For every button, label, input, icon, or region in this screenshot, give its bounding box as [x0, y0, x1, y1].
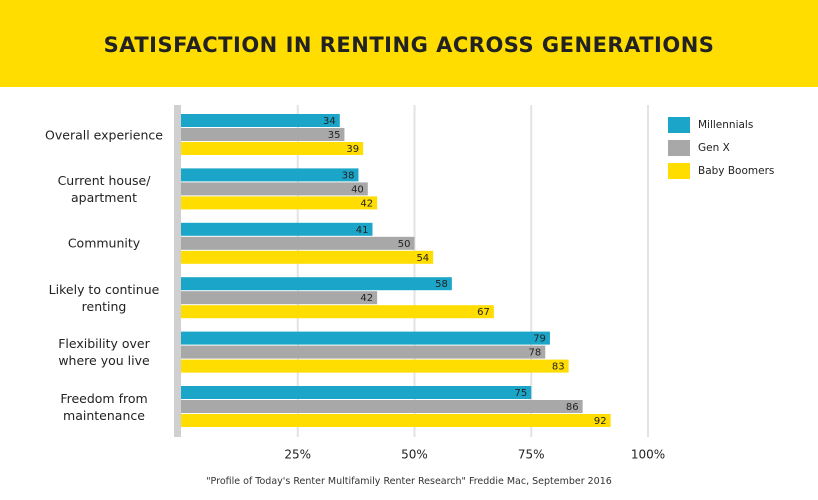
- category-label: Flexibility over where you live: [58, 336, 150, 369]
- x-tick-label: 25%: [284, 448, 311, 462]
- bar: [181, 331, 550, 345]
- value-label: 58: [435, 279, 448, 290]
- bar: [181, 305, 494, 319]
- bar: [181, 250, 434, 264]
- bar: [181, 414, 611, 427]
- axis-bar: [174, 105, 181, 437]
- header-band: [0, 0, 818, 87]
- value-label: 38: [342, 170, 355, 181]
- value-label: 92: [594, 416, 607, 427]
- bar: [181, 114, 340, 127]
- value-label: 41: [356, 225, 369, 236]
- category-label: Likely to continue renting: [48, 281, 160, 314]
- value-label: 42: [360, 198, 373, 209]
- value-label: 39: [346, 144, 359, 155]
- category-label: Community: [67, 235, 141, 251]
- bar: [181, 222, 373, 236]
- bar: [181, 236, 415, 250]
- bar: [181, 400, 583, 413]
- legend-label: Gen X: [698, 142, 730, 154]
- category-label: Freedom from maintenance: [60, 390, 148, 423]
- bar: [181, 128, 345, 141]
- value-label: 54: [416, 253, 429, 264]
- category-label: Overall experience: [45, 127, 163, 142]
- value-label: 40: [351, 184, 364, 195]
- chart-title: SATISFACTION IN RENTING ACROSS GENERATIO…: [103, 33, 715, 57]
- x-tick-label: 100%: [631, 448, 665, 462]
- bar: [181, 142, 364, 155]
- bar: [181, 345, 546, 359]
- bar: [181, 386, 532, 399]
- value-label: 75: [515, 388, 528, 399]
- bar: [181, 291, 378, 305]
- value-label: 35: [328, 130, 341, 141]
- bar: [181, 182, 368, 196]
- bar: [181, 359, 569, 373]
- value-label: 67: [477, 307, 490, 318]
- source-note: "Profile of Today's Renter Multifamily R…: [206, 476, 612, 487]
- legend-label: Millennials: [698, 119, 753, 131]
- bar: [181, 196, 378, 210]
- value-label: 50: [398, 239, 411, 250]
- value-label: 79: [533, 334, 546, 345]
- x-tick-label: 75%: [518, 448, 545, 462]
- legend-swatch: [668, 140, 690, 156]
- bar: [181, 168, 359, 182]
- value-label: 78: [529, 348, 542, 359]
- legend-label: Baby Boomers: [698, 165, 774, 177]
- category-label: Current house/ apartment: [57, 172, 151, 205]
- bar: [181, 277, 452, 291]
- value-label: 83: [552, 362, 565, 373]
- value-label: 34: [323, 116, 336, 127]
- x-tick-label: 50%: [401, 448, 428, 462]
- legend-swatch: [668, 117, 690, 133]
- value-label: 86: [566, 402, 579, 413]
- value-label: 42: [360, 293, 373, 304]
- legend-swatch: [668, 163, 690, 179]
